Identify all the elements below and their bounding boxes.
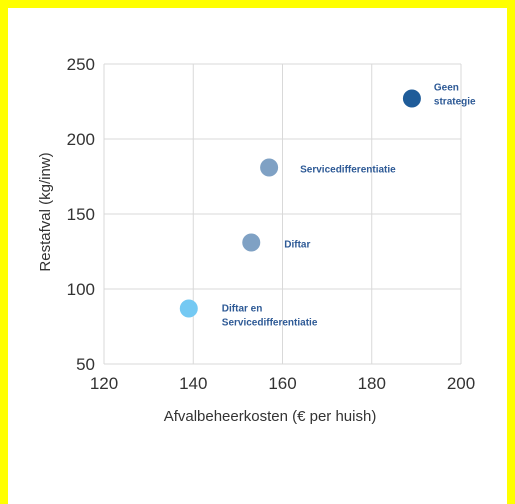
x-tick-label: 140 bbox=[179, 374, 207, 393]
grid bbox=[103, 63, 462, 365]
y-tick-label: 100 bbox=[67, 280, 95, 299]
y-axis-title: Restafval (kg/inw) bbox=[37, 152, 54, 271]
x-tick-label: 160 bbox=[268, 374, 296, 393]
y-tick-label: 150 bbox=[67, 205, 95, 224]
y-tick-label: 200 bbox=[67, 130, 95, 149]
x-tick-label: 200 bbox=[447, 374, 475, 393]
point-label: Servicedifferentiatie bbox=[300, 165, 396, 176]
y-tick-labels: 50 100 150 200 250 bbox=[67, 55, 95, 374]
point-label: Diftar bbox=[284, 240, 310, 251]
point-label: Diftar en bbox=[222, 304, 263, 315]
point-label: Servicedifferentiatie bbox=[222, 318, 318, 329]
point-label: strategie bbox=[434, 97, 476, 108]
x-axis-title: Afvalbeheerkosten (€ per huish) bbox=[164, 408, 377, 425]
point-labels: Geen strategie Servicedifferentiatie Diftar… bbox=[222, 83, 476, 329]
data-point bbox=[242, 233, 261, 252]
point-label: Geen bbox=[434, 83, 459, 94]
data-points bbox=[179, 89, 421, 318]
data-point bbox=[260, 158, 279, 177]
data-point bbox=[402, 89, 421, 108]
y-tick-label: 50 bbox=[76, 355, 95, 374]
x-tick-labels: 120 140 160 180 200 bbox=[90, 374, 475, 393]
y-tick-label: 250 bbox=[67, 55, 95, 74]
x-tick-label: 120 bbox=[90, 374, 118, 393]
data-point bbox=[179, 299, 198, 318]
x-tick-label: 180 bbox=[358, 374, 386, 393]
